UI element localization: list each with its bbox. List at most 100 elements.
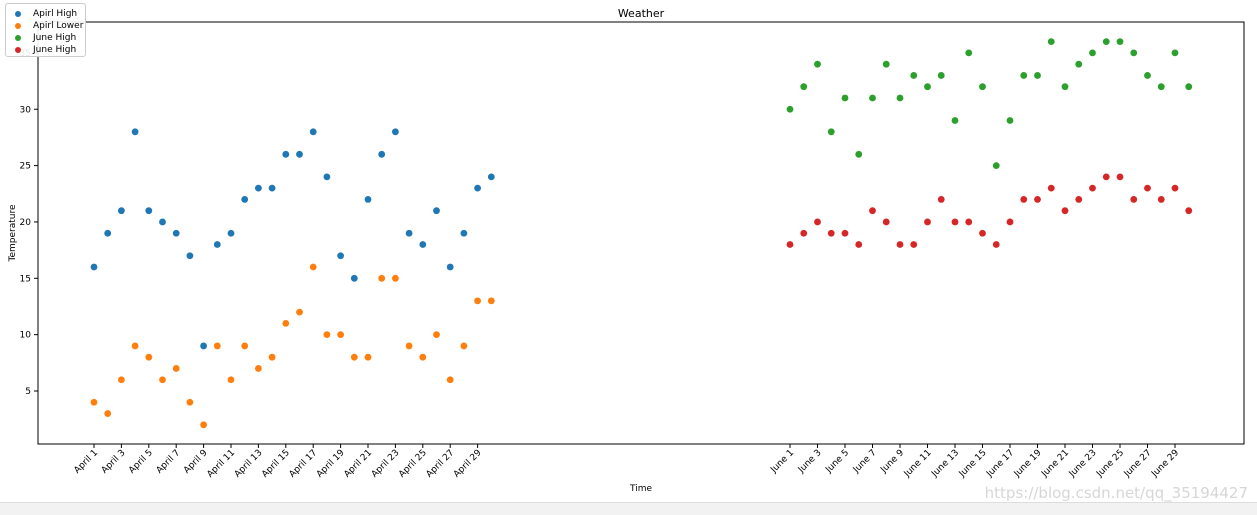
x-tick-label: April 29 (452, 448, 484, 480)
data-point-series-2 (1102, 38, 1110, 46)
data-point-series-3 (814, 218, 821, 226)
data-point-series-1 (268, 353, 276, 361)
data-point-series-2 (786, 105, 794, 113)
data-point-series-1 (90, 398, 98, 406)
data-point-series-1 (296, 308, 303, 316)
data-point-series-2 (1116, 38, 1124, 46)
data-point-series-0 (337, 252, 344, 260)
x-tick-label: June 27 (1122, 448, 1154, 480)
y-axis: 5101520253035 (20, 49, 38, 397)
data-point-series-1 (460, 342, 468, 350)
data-point-series-2 (1130, 49, 1138, 57)
data-point-series-1 (227, 376, 235, 384)
bottom-scrollbar[interactable] (0, 502, 1257, 515)
data-point-series-2 (937, 72, 945, 79)
data-point-series-2 (896, 94, 904, 102)
legend-label: Apirl High (33, 9, 78, 19)
legend-marker (15, 11, 21, 17)
data-point-series-1 (213, 342, 221, 350)
x-tick-label: April 19 (315, 448, 347, 480)
data-point-series-0 (241, 196, 249, 203)
data-point-series-3 (855, 241, 863, 248)
data-point-series-1 (131, 342, 139, 350)
data-point-series-0 (145, 207, 153, 215)
y-tick-label: 25 (20, 162, 31, 172)
data-point-series-3 (1089, 184, 1096, 192)
data-point-series-0 (378, 150, 386, 158)
y-tick-label: 20 (20, 218, 32, 228)
data-point-series-2 (1034, 72, 1041, 79)
data-point-series-3 (1102, 173, 1110, 181)
data-point-series-2 (841, 94, 849, 102)
data-point-series-1 (364, 353, 372, 361)
legend-label: Apirl Lower (33, 21, 84, 31)
data-point-series-3 (992, 241, 1000, 248)
data-point-series-0 (350, 274, 358, 282)
x-tick-label: April 25 (397, 448, 429, 480)
data-point-series-1 (309, 263, 317, 271)
data-point-series-0 (474, 184, 481, 192)
data-point-series-0 (213, 241, 221, 248)
data-point-series-3 (800, 229, 808, 237)
data-point-series-1 (487, 297, 495, 305)
x-tick-label: April 1 (72, 448, 100, 476)
data-point-series-0 (296, 150, 303, 158)
data-point-series-2 (869, 94, 876, 102)
data-point-series-3 (937, 196, 945, 203)
x-tick-label: June 17 (984, 448, 1016, 480)
x-tick-label: April 23 (370, 448, 402, 480)
data-point-series-3 (1006, 218, 1014, 226)
data-point-series-0 (433, 207, 440, 215)
x-tick-label: April 17 (288, 448, 320, 480)
data-point-series-3 (1116, 173, 1124, 181)
data-point-series-0 (227, 229, 235, 237)
x-tick-label: June 5 (823, 448, 851, 476)
data-point-series-0 (90, 263, 98, 271)
x-tick-label: April 21 (342, 448, 374, 480)
x-tick-label: June 11 (902, 448, 934, 480)
data-point-series-0 (323, 173, 331, 181)
data-point-series-0 (255, 184, 262, 192)
data-point-series-1 (337, 331, 344, 339)
x-tick-label: April 11 (205, 448, 237, 480)
data-point-series-1 (255, 365, 262, 372)
data-point-series-3 (1171, 184, 1179, 192)
legend-label: June High (33, 33, 77, 43)
data-point-series-3 (896, 241, 904, 248)
data-point-series-2 (910, 72, 918, 79)
legend: Apirl High Apirl Lower June High June Hi… (5, 3, 86, 57)
data-point-series-1 (474, 297, 481, 305)
x-tick-label: June 7 (851, 448, 879, 476)
data-point-series-2 (1006, 117, 1014, 124)
data-point-series-2 (1020, 72, 1028, 79)
x-tick-label: April 27 (425, 448, 457, 480)
data-point-series-3 (910, 241, 918, 248)
x-tick-label: June 3 (796, 448, 824, 476)
data-point-series-2 (979, 83, 986, 91)
data-point-series-0 (268, 184, 276, 192)
x-tick-label: June 15 (957, 448, 989, 480)
data-point-series-2 (814, 60, 821, 68)
data-point-series-3 (924, 218, 931, 226)
data-point-series-1 (172, 365, 180, 372)
data-point-series-0 (159, 218, 166, 226)
y-tick-label: 30 (20, 105, 32, 115)
legend-marker (15, 23, 21, 29)
data-point-series-2 (855, 150, 863, 158)
data-point-series-0 (131, 128, 139, 136)
data-point-series-1 (405, 342, 413, 350)
y-tick-label: 15 (20, 274, 31, 284)
data-point-series-1 (392, 274, 399, 282)
data-point-series-3 (1075, 196, 1083, 203)
data-point-series-3 (841, 229, 849, 237)
x-axis-label: Time (629, 484, 652, 494)
data-point-series-0 (282, 150, 290, 158)
data-point-series-2 (1171, 49, 1179, 57)
x-tick-label: April 7 (155, 448, 183, 476)
data-point-series-2 (1157, 83, 1165, 91)
data-point-series-0 (186, 252, 194, 260)
data-point-series-0 (172, 229, 180, 237)
data-point-series-1 (350, 353, 358, 361)
plot-area (37, 21, 1245, 445)
data-point-series-1 (282, 319, 290, 327)
